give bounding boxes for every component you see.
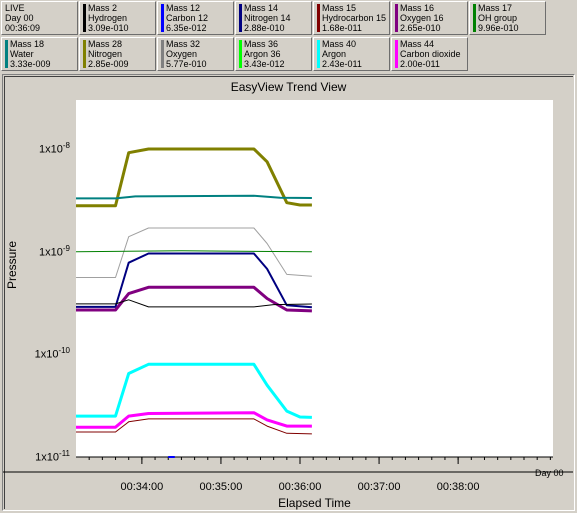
y-tick-base: 1x10 <box>35 451 60 464</box>
live-status-tile[interactable]: LIVE Day 00 00:36:09 <box>1 1 78 35</box>
mass-name: Oxygen <box>166 49 198 59</box>
live-day: Day 00 <box>5 13 34 23</box>
live-time: 00:36:09 <box>5 23 41 33</box>
series-color-swatch <box>239 40 242 68</box>
x-tick-label: 00:38:00 <box>436 481 480 493</box>
y-tick-exponent: -10 <box>58 346 70 356</box>
trend-view-panel <box>2 74 575 511</box>
mass-tile-mass-36[interactable]: Mass 36 Argon 36 3.43e-012 <box>235 37 312 71</box>
mass-name: Nitrogen <box>88 49 123 59</box>
mass-mass: Mass 44 <box>400 39 435 49</box>
mass-mass: Mass 2 <box>88 3 118 13</box>
chart-title: EasyView Trend View <box>230 80 347 94</box>
mass-mass: Mass 14 <box>244 3 279 13</box>
mass-name: Water <box>10 49 34 59</box>
mass-value: 1.68e-011 <box>322 23 362 33</box>
series-color-swatch <box>473 4 476 32</box>
plot-area <box>76 100 553 457</box>
y-tick-exponent: -11 <box>59 449 70 458</box>
mass-tile-mass-44[interactable]: Mass 44 Carbon dioxide 2.00e-011 <box>391 37 468 71</box>
series-color-swatch <box>239 4 242 32</box>
y-tick-label: 1x10-8 <box>18 141 70 156</box>
series-line-mass-28 <box>76 147 312 208</box>
mass-name: Nitrogen 14 <box>244 13 291 23</box>
y-tick-exponent: -8 <box>62 140 70 150</box>
mass-value: 3.33e-009 <box>10 59 51 69</box>
mass-mass: Mass 17 <box>478 3 513 13</box>
series-line-mass-32 <box>76 227 312 278</box>
series-color-swatch <box>317 40 320 68</box>
series-color-swatch <box>83 40 86 68</box>
series-color-swatch <box>395 4 398 32</box>
mass-value: 2.00e-011 <box>400 59 440 69</box>
mass-tile-mass-12[interactable]: Mass 12 Carbon 12 6.35e-012 <box>157 1 234 35</box>
mass-value: 2.85e-009 <box>88 59 129 69</box>
mass-tile-mass-14[interactable]: Mass 14 Nitrogen 14 2.88e-010 <box>235 1 312 35</box>
mass-name: OH group <box>478 13 518 23</box>
x-tick-label: 00:36:00 <box>278 481 322 493</box>
series-line-mass-2 <box>76 299 312 308</box>
mass-tile-mass-16[interactable]: Mass 16 Oxygen 16 2.65e-010 <box>391 1 468 35</box>
y-tick-base: 1x10 <box>34 348 59 361</box>
mass-mass: Mass 36 <box>244 39 279 49</box>
mass-name: Argon <box>322 49 347 59</box>
y-tick-exponent: -9 <box>62 243 70 253</box>
mass-value: 6.35e-012 <box>166 23 207 33</box>
mass-tile-mass-17[interactable]: Mass 17 OH group 9.96e-010 <box>469 1 546 35</box>
series-color-swatch <box>161 4 164 32</box>
series-color-swatch <box>317 4 320 32</box>
mass-name: Oxygen 16 <box>400 13 444 23</box>
x-secondary-label: Day 00 <box>535 468 564 478</box>
mass-mass: Mass 40 <box>322 39 357 49</box>
y-tick-label: 1x10-11 <box>18 449 70 464</box>
series-line-mass-18 <box>76 194 312 200</box>
mass-value: 2.65e-010 <box>400 23 441 33</box>
mass-value: 3.43e-012 <box>244 59 285 69</box>
mass-mass: Mass 15 <box>322 3 357 13</box>
mass-tile-mass-28[interactable]: Mass 28 Nitrogen 2.85e-009 <box>79 37 156 71</box>
mass-mass: Mass 16 <box>400 3 435 13</box>
mass-value: 2.43e-011 <box>322 59 362 69</box>
series-line-mass-44 <box>76 411 312 429</box>
mass-value: 2.88e-010 <box>244 23 285 33</box>
mass-tile-mass-2[interactable]: Mass 2 Hydrogen 3.09e-010 <box>79 1 156 35</box>
mass-value: 5.77e-010 <box>166 59 207 69</box>
series-line-mass-14 <box>76 252 312 309</box>
series-color-swatch <box>5 40 8 68</box>
series-line-mass-17 <box>75 250 312 253</box>
mass-mass: Mass 28 <box>88 39 123 49</box>
mass-name: Carbon dioxide <box>400 49 461 59</box>
mass-name: Carbon 12 <box>166 13 209 23</box>
y-tick-base: 1x10 <box>39 143 63 156</box>
mass-value: 9.96e-010 <box>478 23 519 33</box>
y-tick-label: 1x10-9 <box>18 244 70 259</box>
mass-mass: Mass 12 <box>166 3 201 13</box>
mass-name: Hydrocarbon 15 <box>322 13 387 23</box>
mass-tile-mass-40[interactable]: Mass 40 Argon 2.43e-011 <box>313 37 390 71</box>
series-color-swatch <box>395 40 398 68</box>
x-tick-label: 00:35:00 <box>199 481 243 493</box>
series-color-swatch <box>161 40 164 68</box>
mass-name: Hydrogen <box>88 13 128 23</box>
mass-tile-mass-18[interactable]: Mass 18 Water 3.33e-009 <box>1 37 78 71</box>
x-tick-label: 00:37:00 <box>357 481 401 493</box>
x-axis-label: Elapsed Time <box>278 496 351 510</box>
y-tick-label: 1x10-10 <box>18 346 70 361</box>
mass-name: Argon 36 <box>244 49 281 59</box>
y-tick-base: 1x10 <box>39 246 63 259</box>
mass-value: 3.09e-010 <box>88 23 129 33</box>
mass-tile-mass-32[interactable]: Mass 32 Oxygen 5.77e-010 <box>157 37 234 71</box>
series-color-swatch <box>83 4 86 32</box>
series-line-mass-16 <box>76 285 312 313</box>
series-line-mass-15 <box>76 418 312 435</box>
y-axis-label: Pressure <box>5 240 19 290</box>
x-tick-label: 00:34:00 <box>120 481 164 493</box>
live-label: LIVE <box>5 3 25 13</box>
mass-tile-mass-15[interactable]: Mass 15 Hydrocarbon 15 1.68e-011 <box>313 1 390 35</box>
mass-mass: Mass 32 <box>166 39 201 49</box>
series-line-mass-40 <box>76 362 312 419</box>
mass-mass: Mass 18 <box>10 39 45 49</box>
